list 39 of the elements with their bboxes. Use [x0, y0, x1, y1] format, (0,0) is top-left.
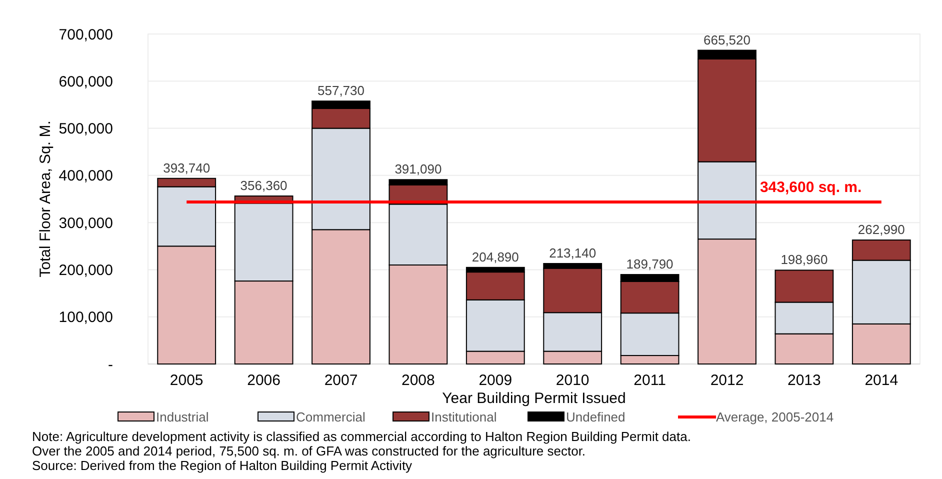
x-tick-label: 2008 — [402, 372, 435, 389]
y-tick-label: 300,000 — [58, 214, 113, 232]
y-tick-label: 500,000 — [58, 120, 113, 138]
total-label: 189,790 — [626, 256, 674, 272]
x-tick-label: 2012 — [710, 372, 744, 389]
y-axis-title: Total Floor Area, Sq. M. — [37, 120, 54, 278]
annotation: 343,600 sq. m. — [760, 179, 862, 196]
y-tick-label: 600,000 — [58, 73, 113, 90]
total-label: 356,360 — [240, 178, 288, 193]
y-tick-label: - — [108, 356, 113, 374]
y-tick-label: 100,000 — [58, 309, 113, 326]
text: Note: Agriculture development activity is classified as commercial according to Halton Region Building Permit data. — [32, 429, 691, 444]
legend-label: Average, 2005-2014 — [716, 410, 834, 425]
y-tick-label: 200,000 — [58, 262, 113, 279]
legend-label: Institutional — [431, 410, 497, 425]
x-tick-label: 2014 — [864, 372, 898, 389]
total-label: 557,730 — [318, 83, 364, 98]
total-label: 665,520 — [704, 32, 750, 48]
total-label: 204,890 — [472, 249, 519, 264]
text: Over the 2005 and 2014 period, 75,500 sq. m. of GFA was constructed for the agriculture sector. — [32, 444, 586, 458]
x-tick-label: 2013 — [788, 372, 821, 389]
total-label: 213,140 — [549, 246, 596, 261]
x-tick-label: 2005 — [170, 372, 204, 389]
x-tick-label: 2009 — [478, 372, 512, 389]
x-axis-title: Year Building Permit Issued — [442, 390, 626, 407]
total-label: 391,090 — [394, 162, 442, 177]
y-tick-label: 700,000 — [58, 26, 113, 44]
x-tick-label: 2006 — [247, 372, 280, 389]
total-label: 262,990 — [858, 222, 905, 238]
y-tick-label: 400,000 — [58, 168, 113, 185]
legend-label: Industrial — [156, 410, 209, 425]
x-tick-label: 2007 — [324, 372, 358, 389]
x-tick-label: 2011 — [634, 372, 666, 389]
total-label: 393,740 — [163, 160, 210, 176]
total-label: 198,960 — [780, 252, 828, 268]
x-tick-label: 2010 — [556, 372, 590, 389]
legend-label: Commercial — [296, 410, 366, 425]
legend-label: Undefined — [566, 410, 626, 425]
source-note: Source: Derived from the Region of Halton Building Permit Activity — [32, 458, 413, 473]
